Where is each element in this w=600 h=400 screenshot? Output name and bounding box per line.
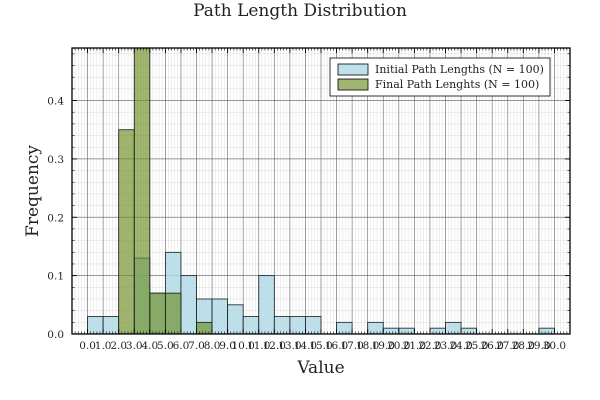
- bar-initial: [289, 316, 306, 335]
- bar-initial: [258, 275, 275, 335]
- bar-initial: [102, 316, 120, 335]
- bar-initial: [273, 316, 291, 335]
- x-tick-label: 30.0: [543, 340, 566, 352]
- bar-initial: [211, 298, 229, 335]
- x-tick-label: 6.0: [173, 340, 190, 352]
- y-tick-label: 0.1: [47, 271, 64, 283]
- legend-swatch-initial: [337, 63, 369, 76]
- x-tick-label: 0.0: [79, 340, 96, 352]
- axis-ticks: [71, 48, 571, 335]
- bar-final: [164, 292, 182, 335]
- bar-final: [133, 47, 151, 335]
- y-tick-label: 0.0: [47, 329, 64, 341]
- legend: Initial Path Lengths (N = 100) Final Pat…: [329, 57, 551, 97]
- x-tick-label: 9.0: [219, 340, 236, 352]
- bar-initial: [227, 304, 244, 335]
- x-tick-label: 17.0: [340, 340, 363, 352]
- chart-title: Path Length Distribution: [193, 1, 407, 21]
- x-tick-label: 27.0: [496, 340, 519, 352]
- x-tick-label: 21.0: [403, 340, 426, 352]
- y-tick-labels: 0.0 0.1 0.2 0.3 0.4: [47, 96, 64, 341]
- bar-initial: [398, 327, 415, 335]
- bar-initial: [242, 316, 260, 335]
- x-tick-label: 20.0: [387, 340, 410, 352]
- x-tick-label: 13.0: [278, 340, 301, 352]
- x-tick-label: 18.0: [356, 340, 379, 352]
- x-tick-label: 1.0: [95, 340, 112, 352]
- bar-final: [149, 292, 166, 335]
- x-tick-labels: 0.01.02.03.04.05.06.07.08.09.010.011.012…: [79, 340, 566, 352]
- x-tick-label: 23.0: [434, 340, 457, 352]
- bar-initial: [367, 321, 384, 335]
- bars: [87, 47, 555, 335]
- x-tick-label: 2.0: [110, 340, 127, 352]
- legend-swatch-final: [337, 78, 369, 91]
- x-tick-label: 15.0: [309, 340, 332, 352]
- x-tick-label: 10.0: [231, 340, 254, 352]
- bar-initial: [336, 321, 353, 335]
- x-tick-label: 11.0: [247, 340, 270, 352]
- x-tick-label: 26.0: [480, 340, 503, 352]
- y-axis-title: Frequency: [23, 145, 43, 237]
- x-tick-label: 29.0: [527, 340, 550, 352]
- x-tick-label: 25.0: [465, 340, 488, 352]
- bar-initial: [460, 327, 478, 335]
- bar-initial: [445, 321, 462, 335]
- y-tick-label: 0.2: [47, 212, 64, 224]
- y-tick-label: 0.3: [47, 154, 64, 166]
- x-axis-title: Value: [296, 358, 344, 378]
- x-tick-label: 7.0: [188, 340, 205, 352]
- bar-initial: [429, 327, 446, 335]
- x-tick-label: 4.0: [141, 340, 158, 352]
- bar-final: [196, 321, 213, 335]
- x-tick-label: 19.0: [372, 340, 395, 352]
- x-tick-label: 16.0: [325, 340, 348, 352]
- x-tick-label: 12.0: [263, 340, 286, 352]
- bar-initial: [87, 316, 104, 335]
- x-tick-label: 22.0: [418, 340, 441, 352]
- y-tick-label: 0.4: [47, 96, 64, 108]
- bar-final: [118, 129, 135, 335]
- bar-initial: [180, 275, 197, 335]
- bar-initial: [382, 327, 400, 335]
- x-tick-label: 14.0: [294, 340, 317, 352]
- bar-initial: [305, 316, 322, 335]
- x-tick-label: 28.0: [512, 340, 535, 352]
- legend-label-final: Final Path Lenghts (N = 100): [375, 78, 539, 91]
- x-tick-label: 24.0: [449, 340, 472, 352]
- x-tick-label: 5.0: [157, 340, 174, 352]
- legend-label-initial: Initial Path Lengths (N = 100): [375, 63, 544, 76]
- x-tick-label: 8.0: [204, 340, 221, 352]
- x-tick-label: 3.0: [126, 340, 143, 352]
- bar-initial: [538, 327, 555, 335]
